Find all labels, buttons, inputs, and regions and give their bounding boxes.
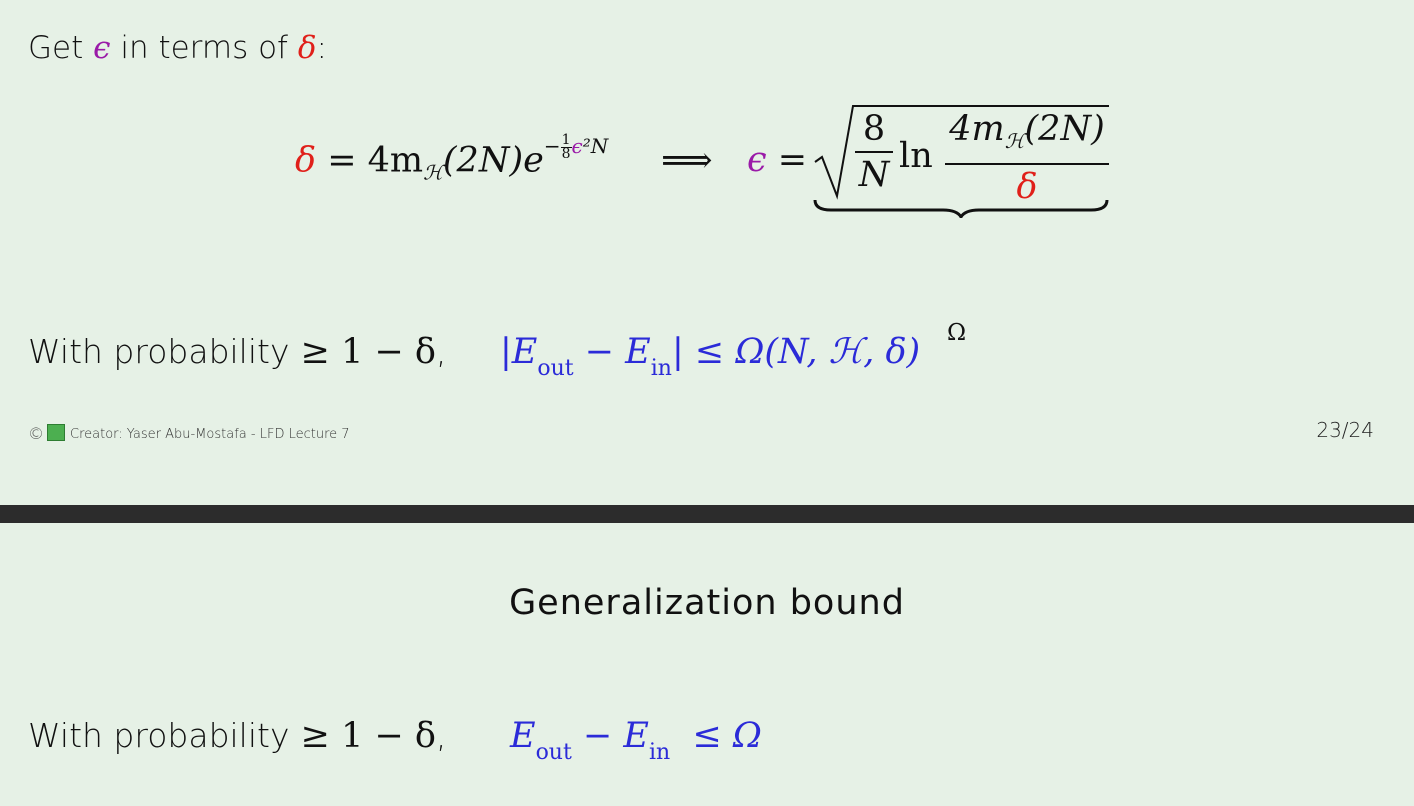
lhs-sub: ℋ [423,160,443,185]
exp-num: 1 [560,132,572,148]
bound-close-2: ≤ Ω [670,716,762,756]
bound-minus: − E [573,332,651,372]
bound-expression: |Eout − Ein| ≤ Ω(N, ℋ, δ) [500,332,921,381]
page-sep: / [1341,418,1349,442]
rhs-epsilon: ϵ [747,140,767,180]
omega-label: Ω [947,320,967,346]
probability-lead: With probability [28,332,290,371]
slide-divider [0,505,1414,523]
bound-sub-in-2: in [648,740,671,765]
lhs-exponent: −1 8 ϵ²N [543,132,609,162]
intro-prefix: Get [28,30,84,66]
slide-title: Generalization bound [509,583,905,623]
bound-sub-out: out [537,356,574,381]
probability-relation-2: ≥ 1 − δ [289,716,436,756]
bound-close: | ≤ Ω(N, ℋ, δ) [671,332,921,372]
frac2-bar [945,163,1109,165]
frac1-den: N [858,155,890,195]
underbrace [813,199,1109,218]
page-total: 24 [1348,418,1374,442]
intro-suffix: : [316,30,327,66]
exp-tail: ²N [582,134,609,158]
lhs-rest: = 4m [316,140,424,181]
rhs-equals: = [766,140,808,180]
frac2-den: δ [1016,167,1038,207]
probability-comma: , [436,332,447,371]
probability-statement: With probability ≥ 1 − δ, |Eout − Ein| ≤… [28,332,920,381]
exp-epsilon: ϵ [571,134,583,158]
implies-arrow: ⟹ [661,140,713,181]
bound-open-2: E [510,716,536,756]
probability-lead-2: With probability [28,716,290,755]
slide-24: Generalization bound With probability ≥ … [0,523,1414,806]
lhs-paren: (2N)e [442,140,544,181]
frac-8-over-n: 8 N [855,108,893,195]
equation-lhs: δ = 4mℋ(2N)e− 1 8 ϵ²N [295,133,608,185]
intro-text: Get ϵ in terms of δ: [28,30,327,66]
copyright-icon: © [28,424,44,443]
page-current: 23 [1316,418,1342,442]
slide-23: Get ϵ in terms of δ: δ = 4mℋ(2N)e− 1 8 ϵ²N … [28,30,1374,443]
frac1-num: 8 [862,109,886,149]
lhs-delta: δ [295,140,317,181]
frac2-num-tail: (2N) [1024,109,1105,149]
radical-sign [814,105,1109,200]
frac1-bar [855,151,893,153]
frac2-num-m: 4m [949,109,1005,149]
exp-den: 8 [561,146,571,162]
footer-credit: © Creator: Yaser Abu-Mostafa - LFD Lectur… [28,424,350,443]
exp-minus: − [543,134,561,158]
equation-rhs: ϵ = [747,140,807,180]
frac2-sub: ℋ [1004,129,1025,153]
intro-epsilon: ϵ [93,30,111,66]
logo-icon [47,424,65,441]
intro-delta: δ [297,30,317,66]
intro-middle: in terms of [120,30,288,66]
omega-sqrt: 8 N ln 4mℋ(2N) δ [813,104,1109,218]
frac2-num: 4mℋ(2N) [945,108,1109,162]
page-number: 23/24 [1316,418,1374,442]
probability-statement-2: With probability ≥ 1 − δ, Eout − Ein ≤ Ω [28,716,762,765]
footer-text: Creator: Yaser Abu-Mostafa - LFD Lecture… [70,427,350,442]
bound-sub-in: in [650,356,672,381]
bound-open: |E [500,332,538,372]
bound-expression-2: Eout − Ein ≤ Ω [510,716,762,765]
ln-operator: ln [899,136,933,176]
bound-minus-2: − E [571,716,649,756]
bound-sub-out-2: out [535,740,572,765]
probability-comma-2: , [436,716,447,755]
probability-relation: ≥ 1 − δ [289,332,436,372]
frac-growth-over-delta: 4mℋ(2N) δ [945,108,1109,207]
